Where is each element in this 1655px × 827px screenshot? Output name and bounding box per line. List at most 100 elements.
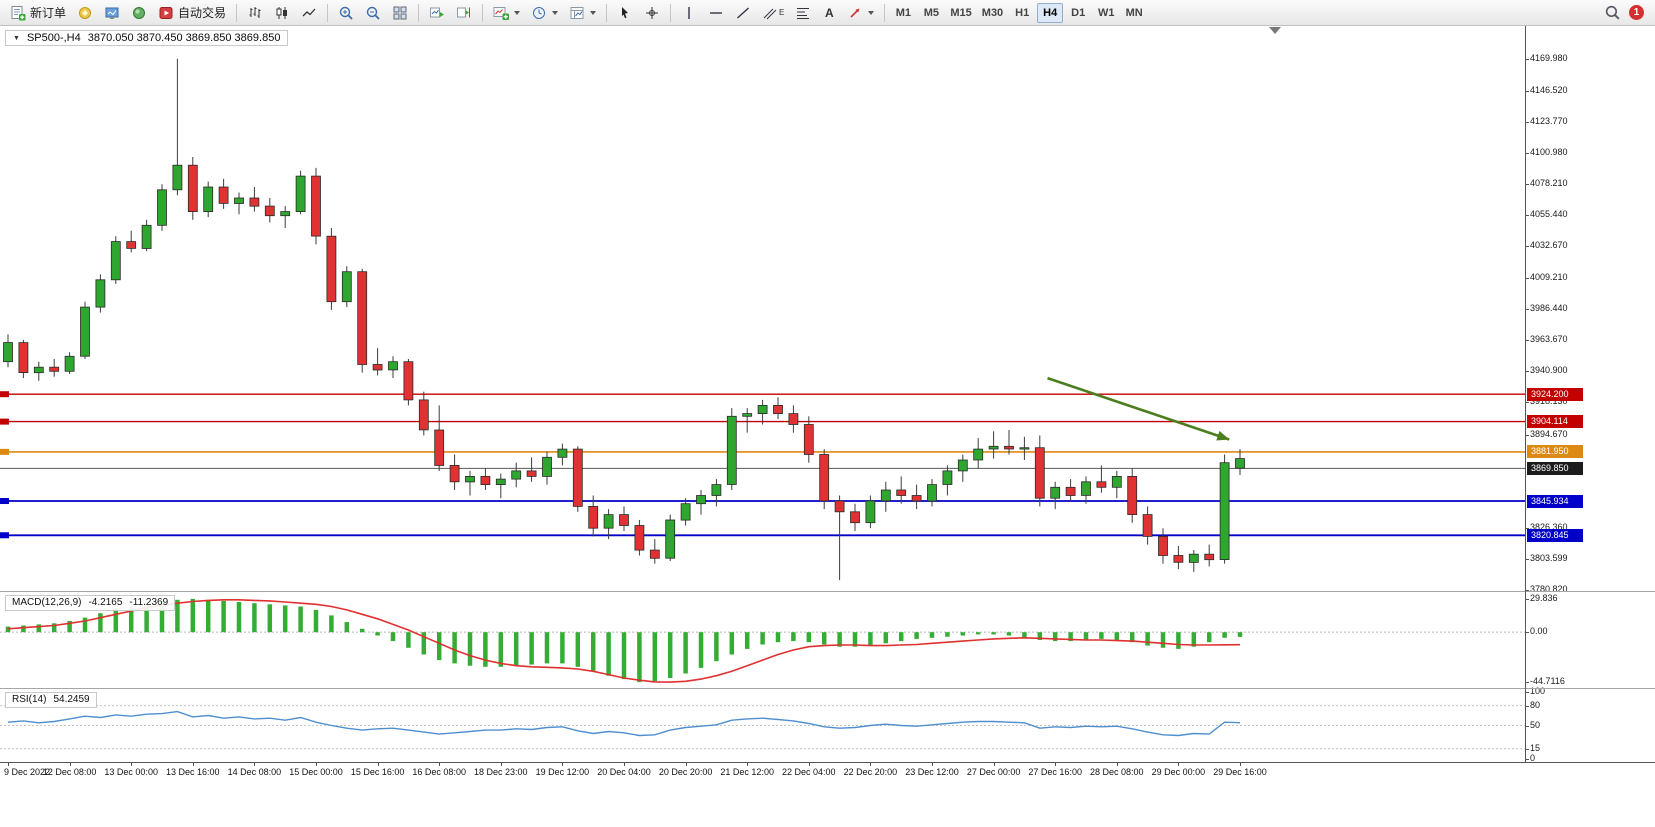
trendline-tool-button[interactable] xyxy=(730,2,756,24)
line-chart-button[interactable] xyxy=(296,2,322,24)
zoom-out-button[interactable] xyxy=(360,2,386,24)
timeframe-h1[interactable]: H1 xyxy=(1009,3,1035,23)
time-axis-tick xyxy=(1116,763,1118,766)
new-order-icon xyxy=(11,5,26,20)
time-axis-label: 27 Dec 00:00 xyxy=(966,767,1021,777)
templates-button[interactable] xyxy=(564,2,601,24)
crosshair-button[interactable] xyxy=(639,2,665,24)
clock-icon xyxy=(533,6,546,19)
channel-icon xyxy=(763,8,777,19)
axis-tick xyxy=(1526,152,1529,154)
fibonacci-tool-button[interactable] xyxy=(790,2,816,24)
timeframe-m15[interactable]: M15 xyxy=(946,3,975,23)
auto-scroll-button[interactable] xyxy=(424,2,450,24)
timeframe-w1[interactable]: W1 xyxy=(1093,3,1119,23)
expert-advisors-icon xyxy=(79,6,92,19)
main-toolbar: 新订单 自动交易 xyxy=(0,0,1655,26)
time-axis-label: 20 Dec 20:00 xyxy=(658,767,713,777)
price-axis-label: 3780.820 xyxy=(1530,583,1568,594)
navigator-button[interactable] xyxy=(126,2,152,24)
price-axis-label: 4100.980 xyxy=(1530,146,1568,157)
axis-tick xyxy=(1526,309,1529,311)
axis-tick xyxy=(1526,121,1529,123)
time-axis-tick xyxy=(439,763,441,766)
price-axis[interactable]: 4169.980 4146.520 4123.770 4100.980 4078.210… xyxy=(1526,26,1655,779)
new-chart-button[interactable] xyxy=(488,2,525,24)
timeframe-m1[interactable]: M1 xyxy=(890,3,916,23)
macd-pane[interactable]: MACD(12,26,9) -4.2165 -11.2369 xyxy=(0,592,1525,688)
axis-tick xyxy=(1526,632,1529,634)
periods-button[interactable] xyxy=(526,2,563,24)
rsi-axis-label: 50 xyxy=(1530,719,1541,730)
rsi-pane[interactable]: RSI(14) 54.2459 xyxy=(0,689,1525,762)
axis-tick xyxy=(1526,598,1529,600)
axis-tick xyxy=(1526,278,1529,280)
price-chart-pane[interactable]: ▼ SP500-,H4 3870.050 3870.450 3869.850 3… xyxy=(0,26,1525,591)
timeframe-m30[interactable]: M30 xyxy=(978,3,1007,23)
time-axis-tick xyxy=(131,763,133,766)
navigator-icon xyxy=(133,6,146,19)
cursor-icon xyxy=(622,6,629,18)
autotrading-button[interactable]: 自动交易 xyxy=(153,2,231,24)
rsi-axis-label: 80 xyxy=(1530,699,1541,710)
axis-tick xyxy=(1526,589,1529,591)
time-axis[interactable]: 9 Dec 2022 12 Dec 08:00 13 Dec 00:00 13 Dec… xyxy=(0,763,1525,780)
arrows-tool-button[interactable] xyxy=(842,2,879,24)
new-order-button[interactable]: 新订单 xyxy=(5,2,71,24)
channel-tool-button[interactable]: E xyxy=(757,2,789,24)
price-axis-label: 3940.900 xyxy=(1530,365,1568,376)
horizontal-line-tool-button[interactable] xyxy=(703,2,729,24)
time-axis-label: 9 Dec 2022 xyxy=(4,767,51,777)
pane-separator[interactable] xyxy=(0,688,1655,689)
price-axis-label: 3894.670 xyxy=(1530,428,1568,439)
macd-axis-label: -44.7116 xyxy=(1530,676,1565,687)
timeframe-mn[interactable]: MN xyxy=(1121,3,1147,23)
toolbar-separator xyxy=(327,3,329,22)
candlestick-chart-button[interactable] xyxy=(269,2,295,24)
zoom-in-button[interactable] xyxy=(333,2,359,24)
macd-signal-value: -11.2369 xyxy=(129,597,169,608)
price-axis-label: 3986.440 xyxy=(1530,303,1568,314)
rsi-plot xyxy=(0,705,1525,750)
one-click-trading-toggle-icon[interactable]: ▼ xyxy=(13,34,20,42)
toolbar-separator xyxy=(670,3,672,22)
axis-tick xyxy=(1526,758,1529,760)
market-watch-icon xyxy=(105,7,119,19)
price-axis-label: 4123.770 xyxy=(1530,115,1568,126)
timeframe-group: M1 M5 M15 M30 H1 H4 D1 W1 MN xyxy=(890,2,1147,23)
expert-advisors-button[interactable] xyxy=(72,2,98,24)
line-chart-icon xyxy=(302,8,316,16)
rsi-name: RSI(14) xyxy=(12,694,47,705)
notification-badge[interactable]: 1 xyxy=(1629,5,1644,20)
template-icon xyxy=(570,6,584,19)
market-watch-button[interactable] xyxy=(99,2,125,24)
timeframe-d1[interactable]: D1 xyxy=(1065,3,1091,23)
autotrading-label: 自动交易 xyxy=(178,6,227,20)
price-axis-label: 3918.130 xyxy=(1530,396,1568,407)
rsi-axis-label: 0 xyxy=(1530,752,1536,763)
bar-chart-button[interactable] xyxy=(242,2,268,24)
macd-label-box: MACD(12,26,9) -4.2165 -11.2369 xyxy=(5,595,176,611)
time-axis-tick xyxy=(1240,763,1241,766)
tile-windows-button[interactable] xyxy=(387,2,413,24)
chart-shift-button[interactable] xyxy=(451,2,477,24)
axis-tick xyxy=(1526,692,1529,694)
time-axis-tick xyxy=(254,763,256,766)
search-icon[interactable] xyxy=(1604,4,1621,21)
chart-ohlc-values: 3870.050 3870.450 3869.850 3869.850 xyxy=(87,32,281,44)
time-axis-label: 15 Dec 00:00 xyxy=(289,767,343,777)
timeframe-m5[interactable]: M5 xyxy=(918,3,944,23)
macd-main-value: -4.2165 xyxy=(88,597,123,608)
pane-separator[interactable] xyxy=(0,591,1655,592)
cursor-button[interactable] xyxy=(612,2,638,24)
zoom-in-icon xyxy=(339,6,353,20)
tile-windows-icon xyxy=(393,6,407,19)
chart-symbol-period: SP500-,H4 xyxy=(26,32,81,44)
text-tool-button[interactable]: A xyxy=(817,2,841,24)
timeframe-h4[interactable]: H4 xyxy=(1037,2,1064,23)
rsi-label-box: RSI(14) 54.2459 xyxy=(5,692,97,708)
axis-tick xyxy=(1526,340,1529,342)
time-axis-label: 28 Dec 08:00 xyxy=(1090,767,1144,777)
axis-tick xyxy=(1526,527,1529,529)
vertical-line-tool-button[interactable] xyxy=(676,2,702,24)
